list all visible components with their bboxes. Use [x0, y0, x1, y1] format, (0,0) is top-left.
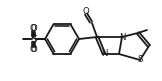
Text: O: O: [31, 45, 37, 54]
Text: N: N: [119, 32, 125, 41]
Text: N: N: [101, 49, 107, 58]
Text: O: O: [30, 45, 36, 54]
Text: O: O: [30, 24, 36, 33]
Text: O: O: [83, 8, 89, 17]
Text: O: O: [31, 24, 37, 33]
Text: S: S: [31, 35, 37, 43]
Text: S: S: [30, 35, 36, 43]
Text: S: S: [137, 55, 143, 64]
